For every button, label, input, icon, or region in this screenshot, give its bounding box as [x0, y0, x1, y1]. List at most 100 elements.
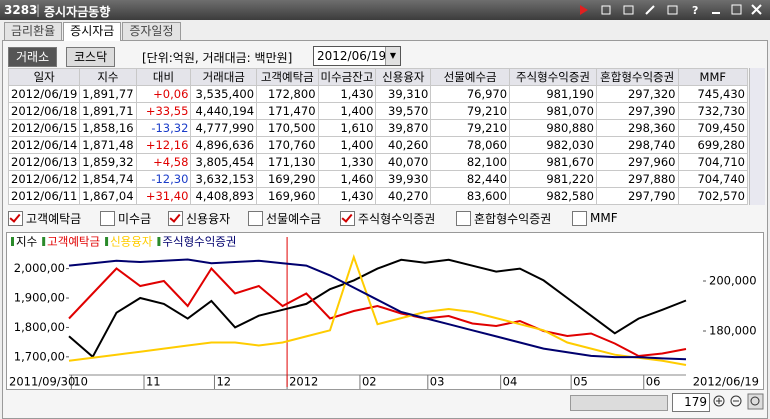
x-tick-label: 11 [146, 375, 161, 389]
legend-label: 지수 [16, 235, 37, 249]
y-tick-label: 1,800,00 [14, 320, 65, 334]
checkbox-box[interactable] [456, 210, 471, 226]
series-line [68, 258, 687, 361]
table-cell: 709,450 [677, 119, 748, 137]
x-tick-label: 02 [362, 375, 377, 389]
table-cell: 78,060 [430, 136, 511, 154]
column-header: 대비 [135, 68, 192, 86]
checkbox-box[interactable] [248, 210, 263, 226]
table-cell: 79,210 [430, 119, 511, 137]
table-row[interactable]: 2012/06/13 1,859,32 +4,58 3,805,454 171,130 1… [8, 153, 748, 171]
table-cell: 1,891,71 [79, 102, 137, 120]
table-row[interactable]: 2012/06/14 1,871,48 +12,16 4,896,636 170,760… [8, 136, 748, 154]
table-cell: 981,190 [509, 85, 597, 103]
date-select[interactable]: 2012/06/19 ▼ [313, 46, 401, 66]
table-cell: 82,100 [430, 153, 511, 171]
svg-text:?: ? [692, 4, 698, 17]
table-row[interactable]: 2012/06/18 1,891,71 +33,55 4,440,194 171,470… [8, 102, 748, 120]
x-range-end: 2012/06/19 [693, 375, 759, 389]
window-controls[interactable]: ? [576, 3, 766, 17]
window-code: 3283 [4, 3, 38, 17]
column-header: 거래대금 [190, 68, 258, 86]
tab-bar: 금리환율 증시자금 증자일정 [4, 22, 182, 41]
x-tick-label: 12 [216, 375, 231, 389]
tab[interactable]: 금리환율 [4, 22, 63, 40]
checkbox-box[interactable] [572, 210, 587, 226]
table-row[interactable]: 2012/06/15 1,858,16 -13,32 4,777,990 170,500… [8, 119, 748, 137]
y2-tick-label: 180,000 [709, 324, 757, 338]
checkbox[interactable]: 미수금 [100, 209, 151, 227]
table-cell: 704,710 [677, 153, 748, 171]
table-cell: 4,408,893 [190, 187, 258, 205]
table-cell: 169,290 [256, 170, 319, 188]
table-cell: 297,960 [595, 153, 679, 171]
market-button[interactable]: 코스닥 [66, 47, 116, 67]
checkbox-label: 혼합형수익증권 [474, 211, 552, 226]
x-tick-label: 05 [573, 375, 588, 389]
column-header: MMF [677, 68, 748, 86]
checkbox[interactable]: 혼합형수익증권 [456, 209, 551, 227]
table-cell: 1,891,77 [79, 85, 137, 103]
table-cell: 2012/06/13 [8, 153, 81, 171]
zoom-buttons[interactable] [712, 393, 764, 411]
y-tick-label: 1,700,00 [14, 349, 65, 363]
table-cell: 297,320 [595, 85, 679, 103]
market-button[interactable]: 거래소 [8, 47, 58, 67]
checkbox-box[interactable] [340, 210, 355, 226]
table-cell: 298,360 [595, 119, 679, 137]
table-cell: 39,310 [375, 85, 432, 103]
table-cell: 4,896,636 [190, 136, 258, 154]
checkbox-box[interactable] [168, 210, 183, 226]
series-line [68, 266, 687, 358]
column-header: 지수 [79, 68, 137, 86]
table-row[interactable]: 2012/06/19 1,891,77 +0,06 3,535,400 172,800 1… [8, 85, 748, 103]
checkbox-box[interactable] [100, 210, 115, 226]
checkbox-label: 미수금 [118, 211, 152, 226]
checkbox-label: 주식형수익증권 [358, 211, 436, 226]
table-cell: 1,330 [317, 153, 377, 171]
x-tick-label: 10 [73, 375, 88, 389]
table-cell: -12,30 [135, 170, 192, 188]
table-cell: +31,40 [135, 187, 192, 205]
table-cell: 2012/06/14 [8, 136, 81, 154]
table-cell: 297,390 [595, 102, 679, 120]
table-cell: 4,777,990 [190, 119, 258, 137]
scrollbar[interactable] [749, 68, 765, 205]
checkbox[interactable]: 고객예탁금 [8, 209, 81, 227]
checkbox[interactable]: 선물예수금 [248, 209, 321, 227]
table-cell: 4,440,194 [190, 102, 258, 120]
table-cell: 732,730 [677, 102, 748, 120]
table-cell: 297,880 [595, 170, 679, 188]
table-cell: 170,760 [256, 136, 319, 154]
dropdown-arrow[interactable]: ▼ [385, 47, 400, 65]
table-cell: +4,58 [135, 153, 192, 171]
table-cell: 1,858,16 [79, 119, 137, 137]
range-scroll[interactable] [570, 395, 668, 411]
table-cell: 79,210 [430, 102, 511, 120]
table-cell: +12,16 [135, 136, 192, 154]
checkbox[interactable]: 신용융자 [168, 209, 230, 227]
table-cell: 40,070 [375, 153, 432, 171]
table-cell: 704,740 [677, 170, 748, 188]
x-tick-label: 2012 [289, 375, 318, 389]
table-row[interactable]: 2012/06/12 1,854,74 -12,30 3,632,153 169,290… [8, 170, 748, 188]
header-row: 일자 지수 대비 거래대금 고객예탁금 미수금잔고 신용융자 선물예수금 주식형수익증권 혼합형수… [8, 68, 748, 86]
zoom-input[interactable]: 179 [672, 393, 710, 412]
checkbox-label: 고객예탁금 [26, 211, 82, 226]
column-header: 선물예수금 [430, 68, 511, 86]
table-wrap: 일자 지수 대비 거래대금 고객예탁금 미수금잔고 신용융자 선물예수금 주식형수익증권 혼합형수… [8, 68, 748, 205]
column-header: 혼합형수익증권 [595, 68, 679, 86]
checkbox-box[interactable] [8, 210, 23, 226]
table-cell: 170,500 [256, 119, 319, 137]
tab[interactable]: 증시자금 [63, 22, 122, 41]
table-cell: 1,400 [317, 136, 377, 154]
table-cell: 171,470 [256, 102, 319, 120]
y-tick-label: 2,000,00 [14, 261, 65, 275]
legend-swatch [11, 237, 14, 246]
table-cell: 169,960 [256, 187, 319, 205]
checkbox[interactable]: 주식형수익증권 [340, 209, 435, 227]
tab[interactable]: 증자일정 [122, 22, 181, 40]
table-row[interactable]: 2012/06/11 1,867,04 +31,40 4,408,893 169,960… [8, 187, 748, 205]
legend-label: 고객예탁금 [47, 235, 100, 249]
checkbox[interactable]: MMF [572, 209, 618, 227]
